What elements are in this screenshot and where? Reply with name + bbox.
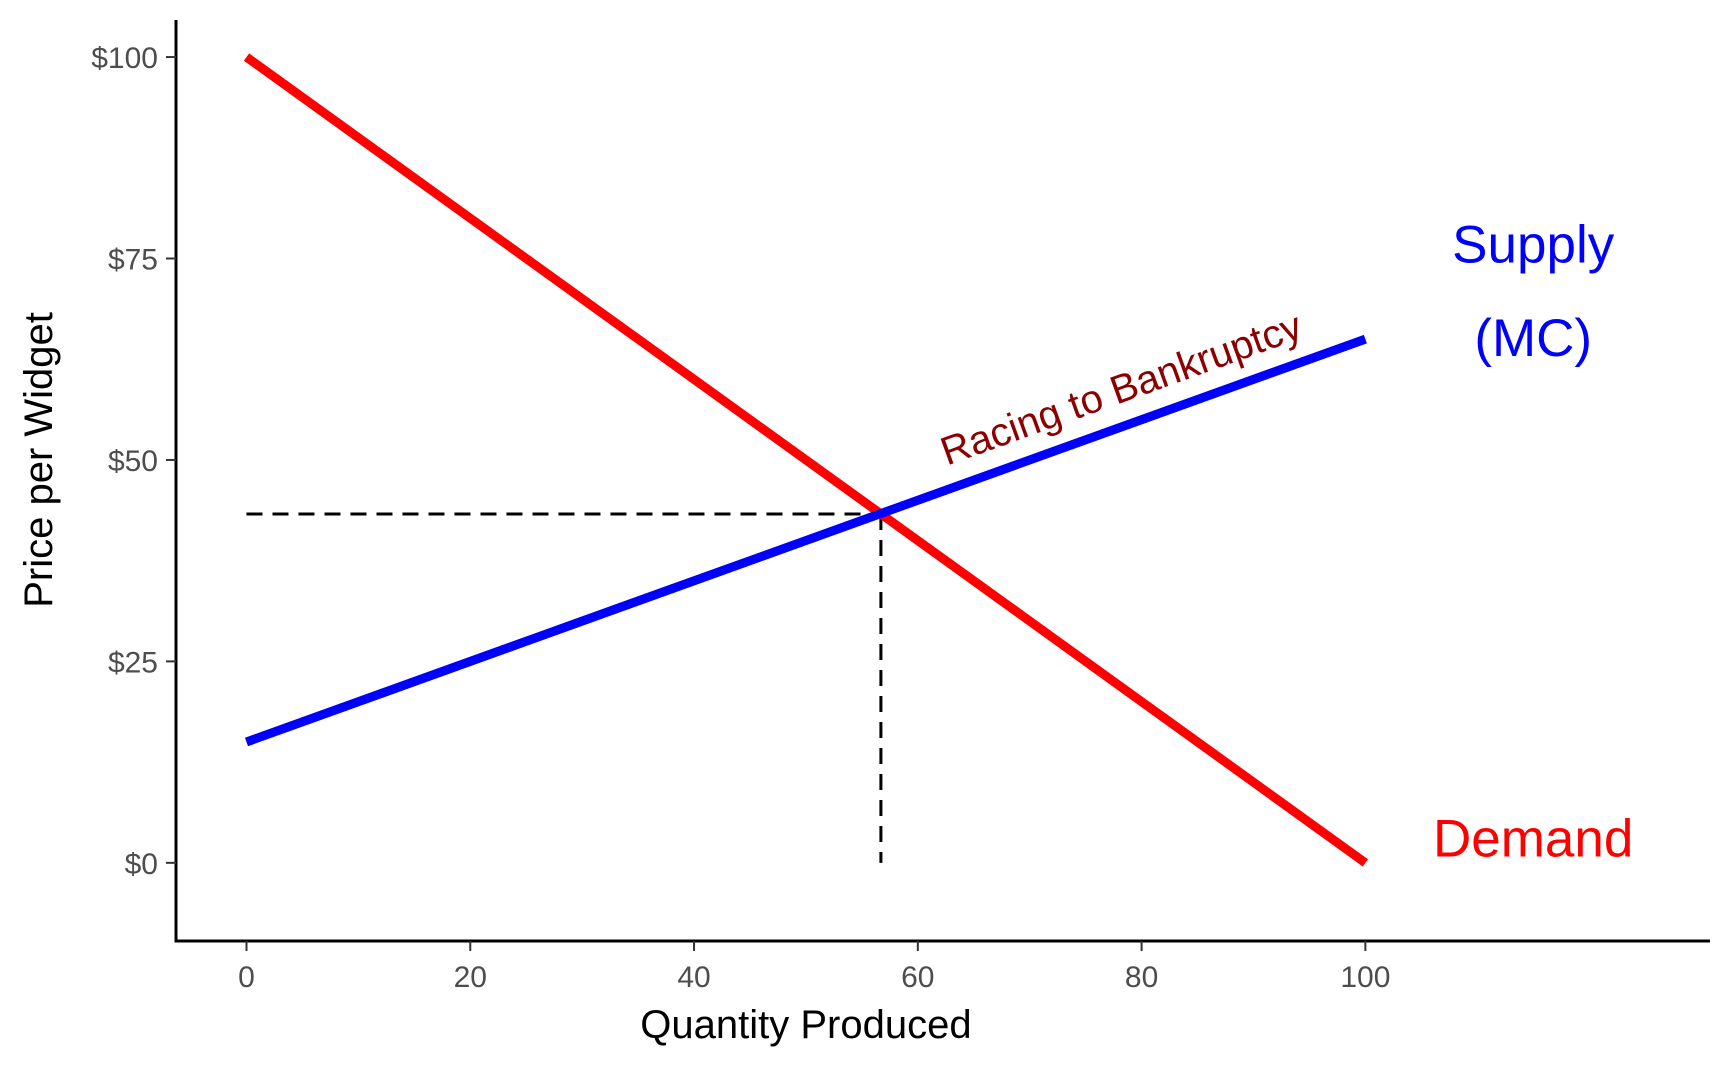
x-tick-label: 60: [901, 961, 934, 994]
x-tick-label: 100: [1340, 961, 1390, 994]
equilibrium-guides: [246, 512, 883, 863]
demand-label: Demand: [1433, 810, 1633, 869]
supply-line: [244, 334, 1367, 747]
supply-mc-label: (MC): [1474, 309, 1592, 368]
y-axis-title: Price per Widget: [17, 312, 61, 608]
y-tick-label: $75: [108, 244, 158, 277]
axes: [174, 20, 1710, 943]
y-tick-label: $50: [108, 445, 158, 478]
labels: Quantity Produced Price per Widget Suppl…: [17, 216, 1633, 1047]
y-tick-label: $25: [108, 646, 158, 679]
y-tick-label: $100: [91, 42, 158, 75]
demand-line: [243, 53, 1369, 867]
x-tick-label: 0: [238, 961, 255, 994]
racing-to-bankruptcy-annotation: Racing to Bankruptcy: [935, 304, 1308, 474]
x-tick-label: 80: [1125, 961, 1158, 994]
x-axis-title: Quantity Produced: [640, 1003, 971, 1047]
x-tick-label: 40: [677, 961, 710, 994]
y-tick-label: $0: [125, 848, 158, 881]
ticks: 0 20 40 60 80 100 $0 $25 $50 $75 $100: [91, 42, 1390, 994]
series-lines: [243, 53, 1369, 867]
x-tick-label: 20: [454, 961, 487, 994]
supply-label: Supply: [1452, 216, 1615, 275]
